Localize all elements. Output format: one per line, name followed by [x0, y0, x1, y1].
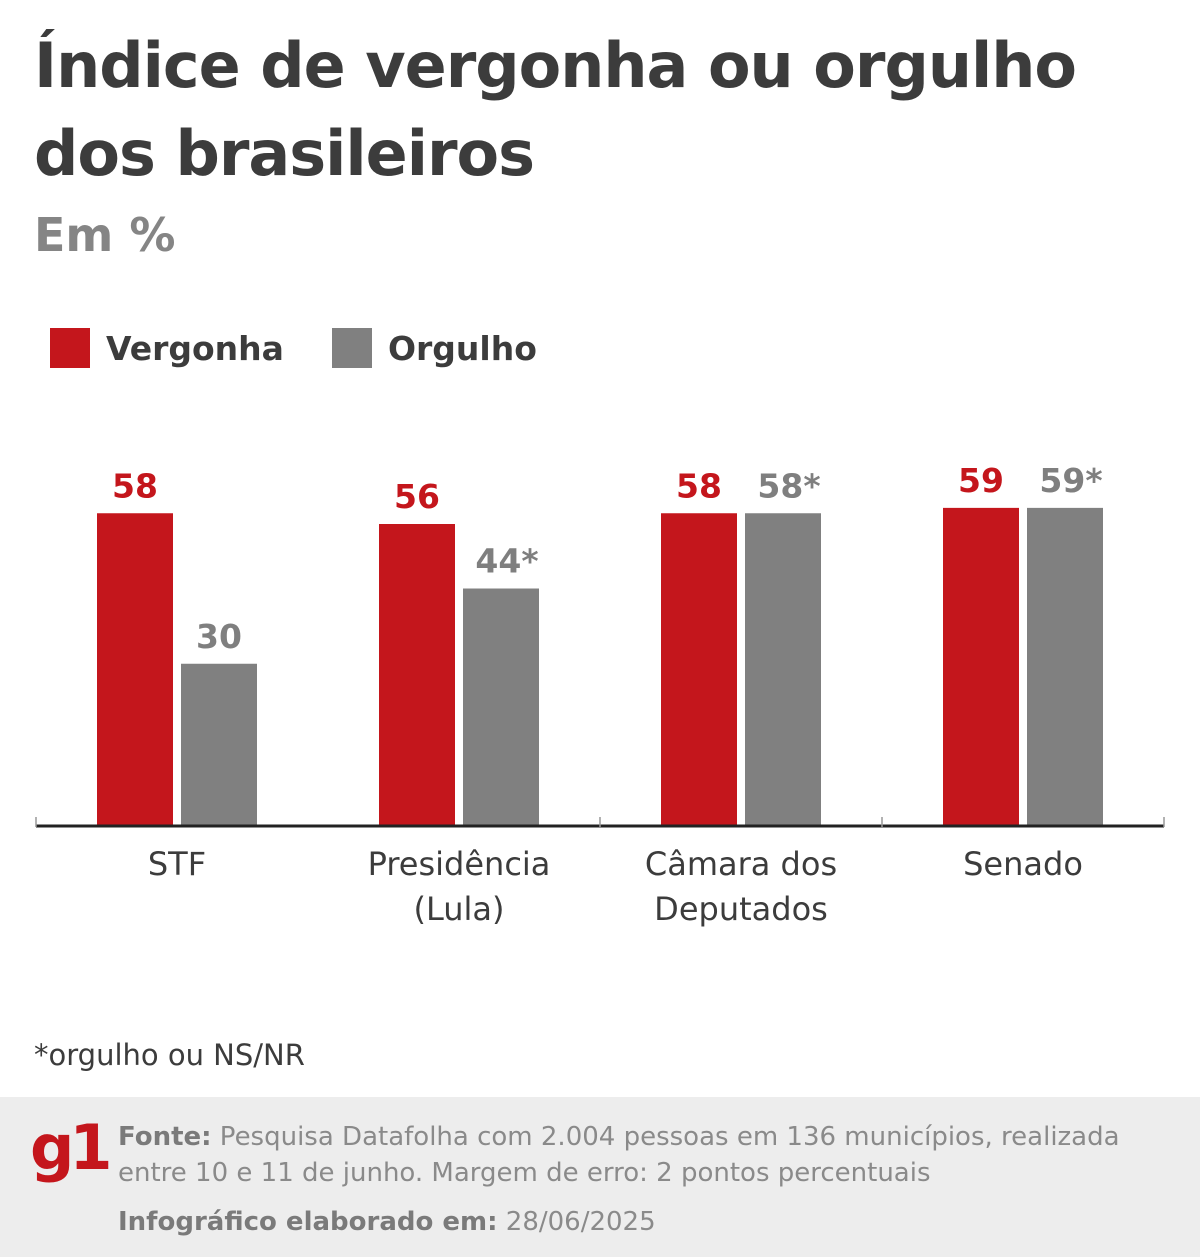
data-label: 59: [958, 461, 1004, 500]
category-label: Senado: [963, 845, 1083, 883]
g1-logo: g1: [30, 1111, 113, 1184]
date-text: Infográfico elaborado em: 28/06/2025: [118, 1207, 656, 1237]
date-label: Infográfico elaborado em:: [118, 1207, 498, 1237]
bar-chart: 58 30 STF 56 44* Presidência (Lula) 58 58* Câmara…: [35, 461, 1165, 928]
data-label: 58: [112, 466, 158, 505]
bar-orgulho: [181, 663, 257, 825]
bar-vergonha: [97, 513, 173, 825]
bar-vergonha: [661, 513, 737, 825]
category-label: STF: [148, 845, 206, 883]
category-label: Câmara dos: [645, 845, 837, 883]
bar-orgulho: [745, 513, 821, 825]
bar-orgulho: [1027, 507, 1103, 825]
source-value: Pesquisa Datafolha com 2.004 pessoas em …: [118, 1122, 1120, 1188]
category-label: (Lula): [413, 890, 504, 928]
bar-orgulho: [463, 588, 539, 825]
data-label: 30: [196, 617, 242, 656]
data-label: 59*: [1039, 461, 1102, 500]
category-label: Presidência: [368, 845, 551, 883]
source-text: Fonte: Pesquisa Datafolha com 2.004 pess…: [118, 1119, 1178, 1191]
legend-label: Vergonha: [106, 328, 284, 368]
chart-subtitle: Em %: [34, 208, 176, 262]
legend-item-orgulho: Orgulho: [331, 328, 537, 368]
footer: g1 Fonte: Pesquisa Datafolha com 2.004 p…: [0, 1097, 1200, 1257]
category-label: Deputados: [654, 890, 828, 928]
data-label: 58*: [757, 466, 820, 505]
legend-swatch-vergonha: [50, 328, 90, 368]
bar-vergonha: [379, 524, 455, 825]
legend-label: Orgulho: [387, 328, 537, 368]
legend-item-vergonha: Vergonha: [50, 328, 284, 368]
legend-swatch-orgulho: [331, 328, 372, 368]
data-label: 44*: [475, 542, 538, 581]
footnote: *orgulho ou NS/NR: [34, 1038, 305, 1072]
legend: Vergonha Orgulho: [50, 328, 585, 368]
date-value: 28/06/2025: [497, 1207, 656, 1237]
source-label: Fonte:: [118, 1122, 212, 1152]
bar-vergonha: [943, 507, 1019, 825]
chart-title: Índice de vergonha ou orgulho dos brasil…: [34, 29, 1077, 190]
data-label: 56: [394, 477, 440, 516]
data-label: 58: [676, 466, 722, 505]
